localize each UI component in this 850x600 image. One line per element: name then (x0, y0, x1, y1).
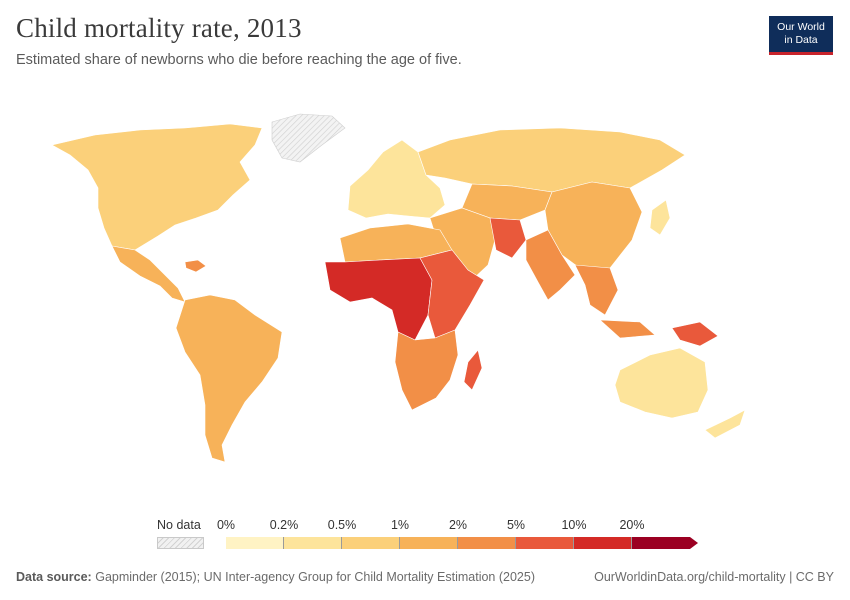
legend-tick-label: 0.5% (327, 518, 357, 532)
legend-segment[interactable] (632, 537, 690, 549)
legend-segment[interactable] (516, 537, 574, 549)
legend-segment[interactable] (574, 537, 632, 549)
legend-color-bar[interactable] (226, 537, 698, 549)
legend-tick-label: 1% (390, 518, 410, 532)
legend-tick-label: 0.2% (269, 518, 299, 532)
legend-tick-label: 0% (216, 518, 236, 532)
legend-no-data-swatch[interactable] (157, 537, 204, 549)
world-map-svg[interactable] (0, 100, 850, 520)
region-north-america[interactable] (51, 123, 263, 251)
legend-tick-label: 10% (561, 518, 587, 532)
legend-no-data-label: No data (157, 518, 201, 532)
footer-url[interactable]: OurWorldinData.org/child-mortality | CC … (594, 570, 834, 584)
chart-title: Child mortality rate, 2013 (16, 13, 302, 43)
color-legend: No data 0% 0.2% 0.5% 1% 2% 5% 10% 20% (0, 515, 850, 555)
region-southern-africa[interactable] (394, 329, 459, 411)
region-east-africa[interactable] (419, 249, 485, 339)
region-south-asia[interactable] (525, 229, 576, 301)
region-russia[interactable] (417, 127, 686, 193)
owid-logo[interactable]: Our World in Data (769, 16, 833, 55)
footer-source-label: Data source: (16, 570, 92, 584)
region-west-central-africa[interactable] (324, 257, 433, 341)
legend-segment[interactable] (400, 537, 458, 549)
world-map[interactable] (0, 100, 850, 520)
legend-segment[interactable] (342, 537, 400, 549)
footer-source-text: Gapminder (2015); UN Inter-agency Group … (95, 570, 535, 584)
region-pakistan[interactable] (489, 217, 527, 259)
region-south-america[interactable] (175, 294, 283, 463)
legend-segment[interactable] (226, 537, 284, 549)
logo-line-1: Our World (777, 21, 825, 33)
legend-segment[interactable] (284, 537, 342, 549)
region-australia[interactable] (614, 347, 746, 439)
region-europe[interactable] (347, 139, 446, 219)
footer-source: Data source: Gapminder (2015); UN Inter-… (16, 570, 535, 584)
region-japan[interactable] (649, 199, 671, 236)
region-central-america[interactable] (111, 245, 186, 303)
region-greenland[interactable] (271, 113, 346, 163)
region-southeast-asia[interactable] (574, 264, 656, 339)
legend-tick-label: 5% (506, 518, 526, 532)
legend-tick-label: 2% (448, 518, 468, 532)
legend-tick-label: 20% (619, 518, 645, 532)
region-png[interactable] (671, 321, 719, 347)
region-madagascar[interactable] (463, 349, 483, 391)
region-caribbean[interactable] (184, 259, 207, 273)
legend-arrow-icon (690, 537, 698, 549)
legend-segment[interactable] (458, 537, 516, 549)
logo-line-2: in Data (784, 34, 818, 46)
chart-subtitle: Estimated share of newborns who die befo… (16, 52, 462, 68)
